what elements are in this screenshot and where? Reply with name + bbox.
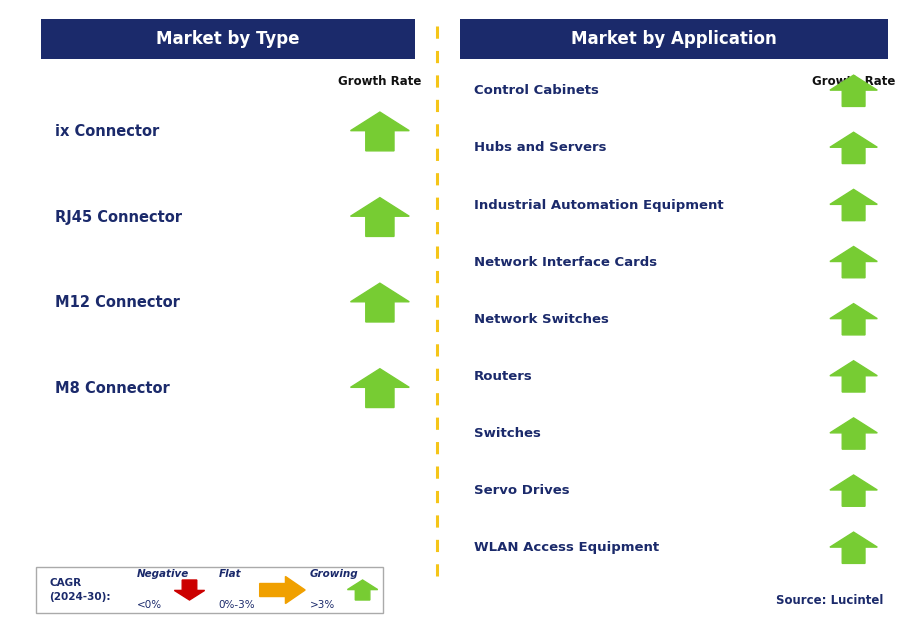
Polygon shape <box>174 580 205 600</box>
Text: Servo Drives: Servo Drives <box>474 484 569 497</box>
Text: ix Connector: ix Connector <box>55 124 159 139</box>
Text: Network Interface Cards: Network Interface Cards <box>474 255 657 269</box>
Polygon shape <box>351 369 409 408</box>
Text: 0%-3%: 0%-3% <box>219 600 255 610</box>
Text: Routers: Routers <box>474 370 532 383</box>
Text: <0%: <0% <box>137 600 162 610</box>
Text: M8 Connector: M8 Connector <box>55 381 169 396</box>
Polygon shape <box>260 577 305 603</box>
Text: CAGR
(2024-30):: CAGR (2024-30): <box>49 578 111 602</box>
Text: RJ45 Connector: RJ45 Connector <box>55 210 181 225</box>
Text: Hubs and Servers: Hubs and Servers <box>474 141 606 155</box>
Text: Network Switches: Network Switches <box>474 313 609 326</box>
Polygon shape <box>351 283 409 322</box>
Text: Industrial Automation Equipment: Industrial Automation Equipment <box>474 198 723 212</box>
Text: Flat: Flat <box>219 569 241 579</box>
Text: Market by Application: Market by Application <box>571 30 777 48</box>
FancyBboxPatch shape <box>41 19 415 59</box>
Polygon shape <box>830 132 877 163</box>
Text: Source: Lucintel: Source: Lucintel <box>776 595 884 607</box>
Polygon shape <box>830 418 877 449</box>
Polygon shape <box>351 198 409 237</box>
Polygon shape <box>351 112 409 151</box>
FancyBboxPatch shape <box>460 19 888 59</box>
Polygon shape <box>830 75 877 106</box>
Text: Negative: Negative <box>137 569 189 579</box>
Text: Switches: Switches <box>474 427 540 440</box>
FancyBboxPatch shape <box>36 567 383 613</box>
Text: >3%: >3% <box>310 600 335 610</box>
Polygon shape <box>830 247 877 278</box>
Polygon shape <box>830 475 877 506</box>
Polygon shape <box>830 361 877 392</box>
Polygon shape <box>347 580 378 600</box>
Text: WLAN Access Equipment: WLAN Access Equipment <box>474 541 659 554</box>
Polygon shape <box>830 304 877 335</box>
Text: Growing: Growing <box>310 569 358 579</box>
Polygon shape <box>830 532 877 563</box>
Polygon shape <box>830 189 877 221</box>
Text: M12 Connector: M12 Connector <box>55 295 179 310</box>
Text: Growth Rate: Growth Rate <box>812 75 896 88</box>
Text: Growth Rate: Growth Rate <box>338 75 422 88</box>
Text: Control Cabinets: Control Cabinets <box>474 85 599 97</box>
Text: Market by Type: Market by Type <box>156 30 300 48</box>
